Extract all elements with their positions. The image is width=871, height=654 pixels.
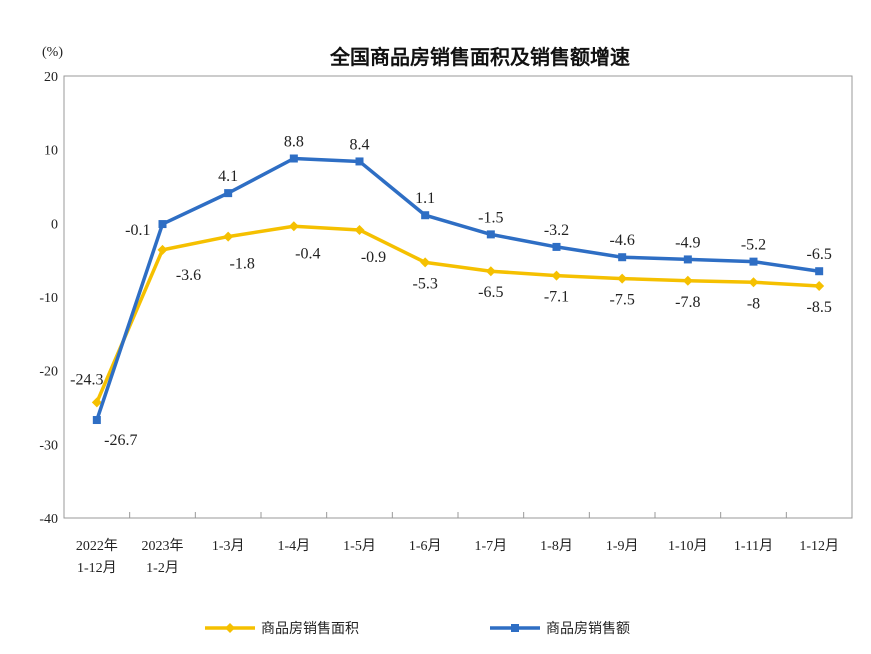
legend-label: 商品房销售额 [546, 621, 630, 637]
legend-label: 商品房销售面积 [261, 621, 359, 637]
data-point-diamond [485, 266, 496, 277]
data-label: -5.2 [741, 237, 766, 254]
data-point-diamond [354, 224, 365, 235]
series-line-0 [95, 224, 820, 404]
data-point-square [158, 220, 167, 229]
x-tick-label: 1-2月 [146, 560, 179, 576]
data-label: -5.3 [413, 275, 438, 292]
x-tick-label: 1-10月 [668, 538, 708, 554]
x-tick-label: 1-4月 [277, 538, 310, 554]
plot-frame [63, 75, 853, 519]
x-tick-label: 1-11月 [734, 538, 773, 554]
data-point-square [552, 242, 561, 251]
data-point-diamond [420, 257, 431, 268]
data-point-square [421, 211, 430, 220]
legend-marker-square [511, 624, 519, 632]
y-tick-label: 0 [51, 217, 58, 232]
data-label: 4.1 [218, 168, 238, 185]
data-label: -3.6 [176, 267, 201, 284]
data-point-diamond [617, 273, 628, 284]
data-label: 1.1 [415, 190, 435, 207]
chart-title: 全国商品房销售面积及销售额增速 [329, 45, 630, 69]
data-label: -8.5 [807, 299, 832, 316]
y-tick-label: -10 [39, 291, 58, 306]
data-label: 8.4 [350, 136, 370, 153]
series-line-1 [95, 156, 820, 421]
data-label: 8.8 [284, 134, 304, 151]
data-point-square [486, 230, 495, 239]
x-tick-label: 1-3月 [212, 538, 245, 554]
data-point-diamond [682, 275, 693, 286]
data-label: -6.5 [807, 246, 832, 263]
legend-marker-diamond [225, 623, 235, 633]
data-point-diamond [288, 221, 299, 232]
data-point-diamond [551, 270, 562, 281]
data-label: -7.5 [610, 292, 635, 309]
data-point-square [815, 267, 824, 276]
x-tick-label: 1-9月 [606, 538, 639, 554]
data-point-diamond [814, 280, 825, 291]
x-tick-label: 1-12月 [799, 538, 839, 554]
data-label: -0.1 [125, 222, 150, 239]
data-point-square [618, 253, 627, 262]
data-label: -1.8 [230, 256, 255, 273]
x-tick-label: 1-5月 [343, 538, 376, 554]
data-point-square [355, 157, 364, 166]
data-point-square [92, 416, 101, 425]
y-tick-label: -20 [39, 365, 58, 380]
x-tick-label: 2023年 [142, 538, 184, 554]
x-tick-label: 1-6月 [409, 538, 442, 554]
data-label: -6.5 [478, 284, 503, 301]
data-point-square [749, 257, 758, 266]
data-point-square [224, 189, 233, 198]
data-label: -7.8 [675, 294, 700, 311]
data-point-square [683, 255, 692, 264]
data-label: -3.2 [544, 222, 569, 239]
y-tick-label: 20 [44, 70, 58, 85]
data-point-diamond [748, 277, 759, 288]
data-point-diamond [223, 231, 234, 242]
data-point-diamond [157, 244, 168, 255]
data-label: -1.5 [478, 209, 503, 226]
data-label: -4.9 [675, 234, 700, 251]
data-label: -4.6 [610, 232, 635, 249]
x-tick-label: 1-8月 [540, 538, 573, 554]
y-axis-unit: (%) [42, 45, 63, 60]
data-label: -24.3 [70, 371, 103, 388]
y-tick-label: 10 [44, 144, 58, 159]
y-tick-label: -30 [39, 438, 58, 453]
data-label: -8 [747, 295, 760, 312]
data-label: -0.4 [295, 245, 320, 262]
x-tick-label: 1-12月 [77, 560, 117, 576]
data-point-diamond [91, 397, 102, 408]
x-tick-label: 1-7月 [474, 538, 507, 554]
x-tick-label: 2022年 [76, 538, 118, 554]
data-label: -7.1 [544, 289, 569, 306]
data-label: -0.9 [361, 249, 386, 266]
data-label: -26.7 [104, 432, 137, 449]
y-tick-label: -40 [39, 512, 58, 527]
data-point-square [289, 154, 298, 163]
